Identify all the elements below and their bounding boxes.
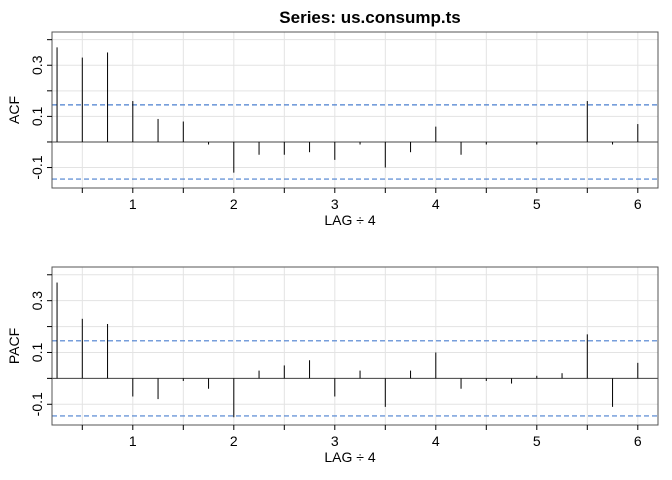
- pacf-plot-area: [52, 267, 658, 425]
- pacf-x-tick-label: 2: [230, 433, 238, 449]
- acf-y-axis-label: ACF: [6, 96, 22, 124]
- pacf-y-tick-label: 0.1: [29, 343, 45, 363]
- pacf-x-tick-label: 3: [331, 433, 339, 449]
- acf-x-tick-label: 5: [533, 196, 541, 212]
- pacf-x-tick-label: 4: [432, 433, 440, 449]
- acf-frame: [51, 31, 659, 189]
- acf-y-tick-label: -0.1: [29, 155, 45, 179]
- pacf-y-axis-label: PACF: [6, 328, 22, 364]
- pacf-x-axis-label: LAG ÷ 4: [324, 449, 375, 465]
- pacf-y-tick-label: -0.1: [29, 392, 45, 416]
- pacf-y-tick-label: 0.3: [29, 291, 45, 311]
- acf-x-tick-label: 1: [129, 196, 137, 212]
- acf-panel: 1 2 3 4 5 6 -0.1 0.1 0.3 LAG ÷ 4 ACF: [6, 31, 659, 228]
- acf-x-tick-label: 3: [331, 196, 339, 212]
- acf-x-tick-label: 2: [230, 196, 238, 212]
- pacf-frame: [51, 266, 659, 426]
- pacf-panel: 1 2 3 4 5 6 -0.1 0.1 0.3 LAG ÷ 4 PACF: [6, 266, 659, 465]
- acf-plot-area: [52, 32, 658, 188]
- chart-title: Series: us.consump.ts: [279, 8, 460, 27]
- pacf-x-tick-label: 6: [634, 433, 642, 449]
- pacf-x-tick-label: 1: [129, 433, 137, 449]
- acf-x-axis-label: LAG ÷ 4: [324, 212, 375, 228]
- pacf-x-tick-label: 5: [533, 433, 541, 449]
- acf-x-tick-label: 6: [634, 196, 642, 212]
- acf-y-tick-label: 0.1: [29, 106, 45, 126]
- acf-y-tick-label: 0.3: [29, 55, 45, 75]
- acf-x-tick-label: 4: [432, 196, 440, 212]
